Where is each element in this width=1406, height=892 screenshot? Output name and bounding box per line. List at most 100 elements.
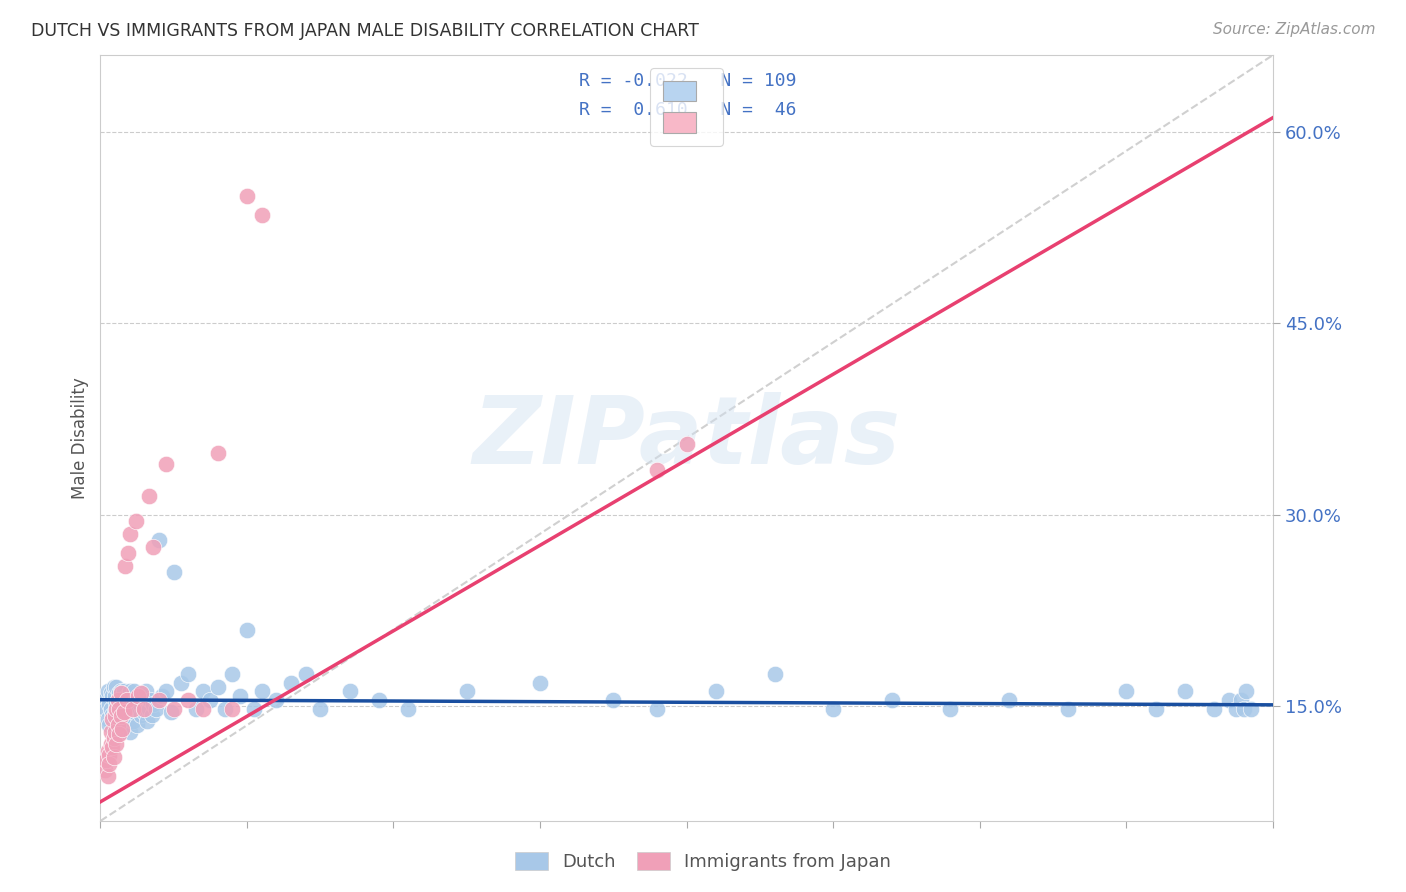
Point — [101, 739, 124, 754]
Point — [339, 683, 361, 698]
Point — [998, 692, 1021, 706]
Point — [110, 709, 132, 723]
Point — [132, 689, 155, 703]
Point — [121, 714, 143, 729]
Point — [134, 701, 156, 715]
Point — [214, 701, 236, 715]
Point — [115, 692, 138, 706]
Point — [367, 692, 389, 706]
Point — [309, 701, 332, 715]
Point — [823, 701, 845, 715]
Point — [105, 701, 128, 715]
Point — [1225, 701, 1247, 715]
Point — [148, 692, 170, 706]
Point — [118, 683, 141, 698]
Point — [1229, 692, 1251, 706]
Point — [645, 701, 668, 715]
Point — [138, 489, 160, 503]
Point — [939, 701, 962, 715]
Text: ZIPatlas: ZIPatlas — [472, 392, 901, 484]
Point — [236, 623, 259, 637]
Point — [96, 701, 118, 715]
Point — [1115, 683, 1137, 698]
Point — [111, 701, 134, 715]
Point — [763, 667, 786, 681]
Point — [148, 533, 170, 548]
Point — [103, 750, 125, 764]
Point — [108, 697, 131, 711]
Point — [645, 463, 668, 477]
Point — [105, 738, 128, 752]
Point — [456, 683, 478, 698]
Point — [105, 697, 128, 711]
Point — [110, 706, 132, 720]
Point — [125, 692, 148, 706]
Point — [96, 753, 118, 767]
Point — [101, 712, 124, 726]
Point — [114, 558, 136, 573]
Point — [115, 718, 138, 732]
Point — [1056, 701, 1078, 715]
Point — [136, 714, 159, 729]
Point — [145, 701, 167, 715]
Point — [250, 208, 273, 222]
Legend: , : , — [651, 68, 723, 145]
Point — [104, 724, 127, 739]
Point — [250, 683, 273, 698]
Point — [124, 701, 146, 715]
Point — [103, 724, 125, 739]
Point — [112, 706, 135, 720]
Point — [221, 667, 243, 681]
Point — [1232, 701, 1254, 715]
Point — [111, 708, 134, 723]
Point — [111, 692, 134, 706]
Text: R =  0.610   N =  46: R = 0.610 N = 46 — [579, 101, 796, 120]
Point — [100, 686, 122, 700]
Point — [108, 727, 131, 741]
Point — [107, 692, 129, 706]
Point — [101, 689, 124, 703]
Point — [103, 680, 125, 694]
Point — [118, 724, 141, 739]
Point — [105, 680, 128, 694]
Point — [207, 680, 229, 694]
Legend: Dutch, Immigrants from Japan: Dutch, Immigrants from Japan — [508, 845, 898, 879]
Point — [162, 565, 184, 579]
Point — [112, 683, 135, 698]
Point — [142, 697, 165, 711]
Point — [100, 701, 122, 715]
Point — [191, 701, 214, 715]
Point — [118, 526, 141, 541]
Point — [122, 706, 145, 720]
Point — [117, 697, 139, 711]
Text: Source: ZipAtlas.com: Source: ZipAtlas.com — [1212, 22, 1375, 37]
Point — [110, 683, 132, 698]
Point — [177, 692, 200, 706]
Point — [200, 692, 222, 706]
Point — [107, 718, 129, 732]
Point — [107, 701, 129, 715]
Point — [243, 701, 266, 715]
Point — [103, 731, 125, 745]
Point — [1218, 692, 1240, 706]
Y-axis label: Male Disability: Male Disability — [72, 377, 89, 499]
Point — [108, 718, 131, 732]
Point — [142, 540, 165, 554]
Point — [139, 692, 162, 706]
Point — [98, 718, 121, 732]
Point — [121, 701, 143, 715]
Point — [280, 676, 302, 690]
Point — [122, 683, 145, 698]
Point — [131, 686, 153, 700]
Point — [221, 701, 243, 715]
Point — [159, 706, 181, 720]
Point — [124, 514, 146, 528]
Point — [236, 188, 259, 202]
Point — [112, 697, 135, 711]
Point — [170, 676, 193, 690]
Point — [294, 667, 316, 681]
Point — [120, 701, 142, 715]
Point — [100, 738, 122, 752]
Point — [112, 714, 135, 729]
Point — [127, 689, 149, 703]
